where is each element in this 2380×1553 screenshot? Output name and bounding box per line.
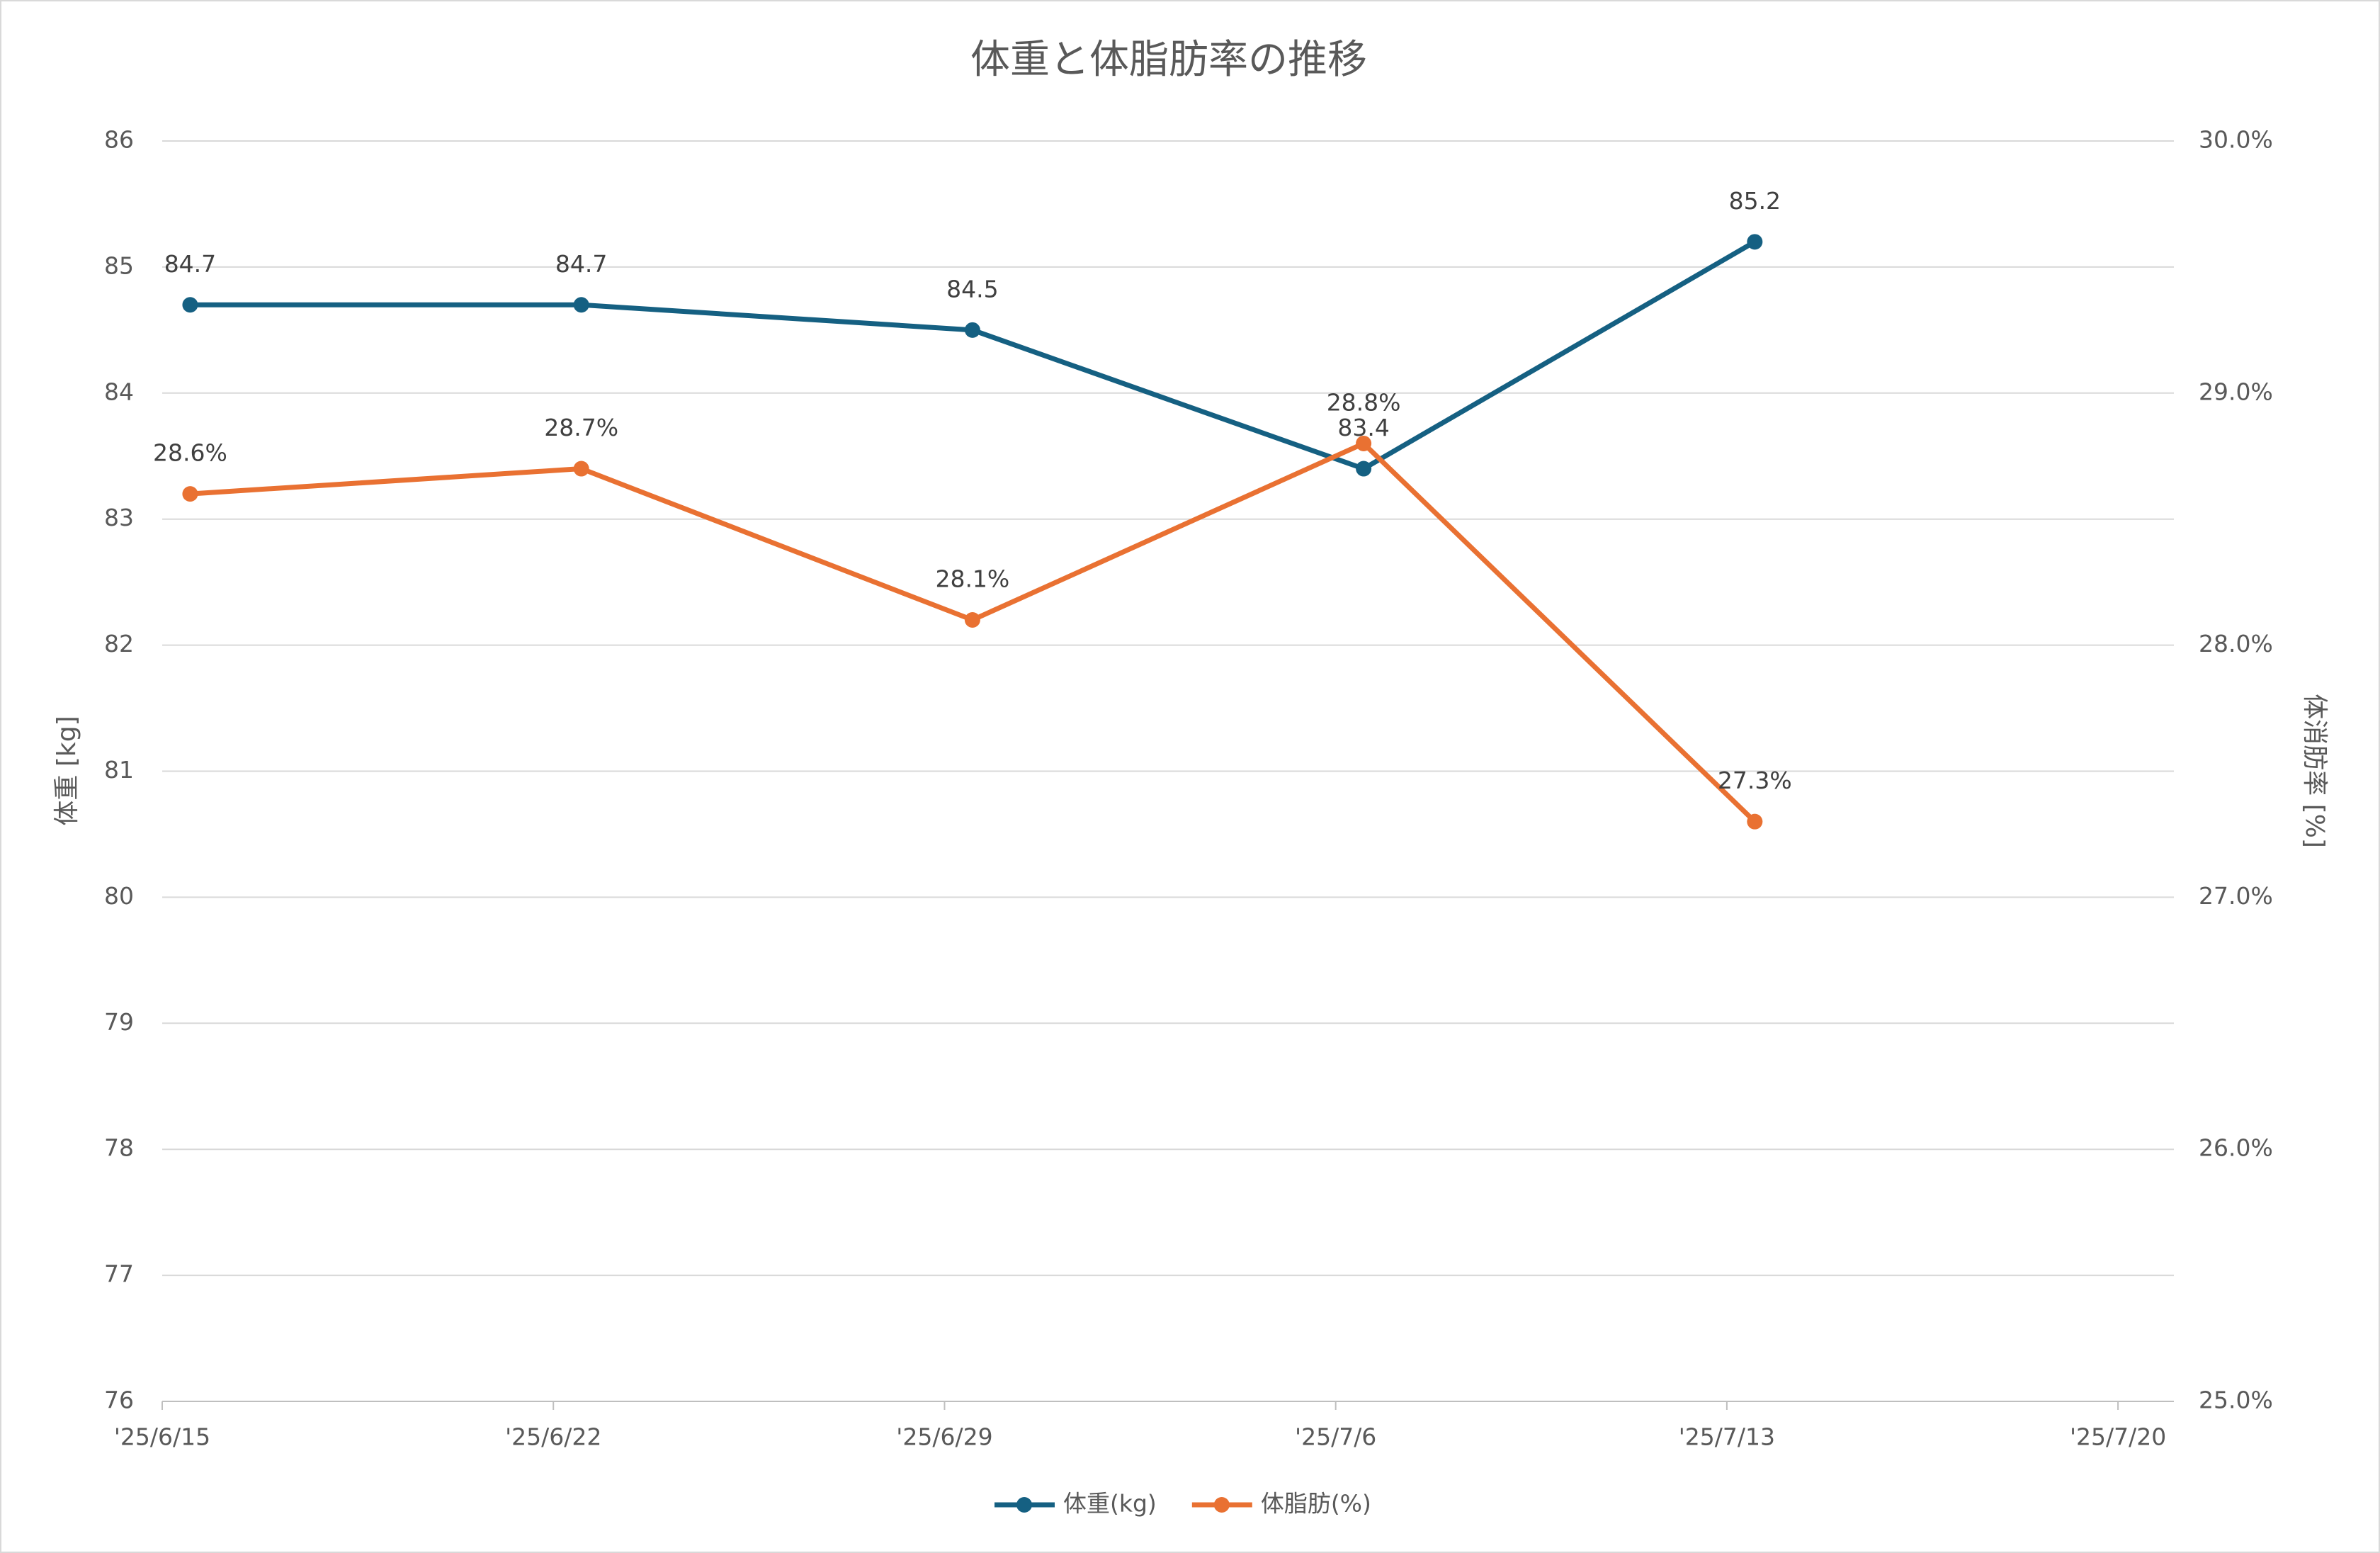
y-tick-label: 81 <box>104 756 134 784</box>
x-tick-label: '25/6/29 <box>896 1423 992 1451</box>
legend-marker <box>1213 1497 1230 1513</box>
x-tick-label: '25/6/22 <box>505 1423 601 1451</box>
data-label: 85.2 <box>1729 187 1781 215</box>
legend-label: 体重(kg) <box>1063 1490 1157 1518</box>
chart-title: 体重と体脂肪率の推移 <box>970 37 1367 83</box>
y-tick-label: 83 <box>104 504 134 531</box>
x-tick-label: '25/6/15 <box>114 1423 210 1451</box>
y-axis-title: 体重 [kg] <box>52 716 81 825</box>
y2-tick-label: 25.0% <box>2199 1387 2273 1414</box>
data-point <box>1747 234 1763 250</box>
data-point <box>964 322 980 338</box>
y2-tick-label: 26.0% <box>2199 1134 2273 1162</box>
data-label: 28.1% <box>935 565 1009 593</box>
y-tick-label: 85 <box>104 252 134 279</box>
data-point <box>182 297 198 313</box>
y2-tick-label: 27.0% <box>2199 882 2273 910</box>
x-tick-label: '25/7/13 <box>1679 1423 1775 1451</box>
y-tick-label: 77 <box>104 1260 134 1288</box>
y-tick-label: 82 <box>104 630 134 657</box>
data-label: 84.5 <box>946 275 998 303</box>
data-point <box>1356 461 1372 477</box>
y-tick-label: 78 <box>104 1134 134 1162</box>
data-point <box>573 297 589 313</box>
x-tick-label: '25/7/20 <box>2070 1423 2166 1451</box>
data-label: 84.7 <box>555 250 607 278</box>
data-label: 28.8% <box>1327 388 1401 416</box>
y-tick-label: 79 <box>104 1008 134 1036</box>
y-tick-label: 84 <box>104 378 134 405</box>
y2-tick-label: 29.0% <box>2199 378 2273 405</box>
y2-tick-label: 30.0% <box>2199 126 2273 154</box>
data-label: 28.6% <box>153 439 227 467</box>
data-point <box>1356 435 1372 451</box>
data-label: 84.7 <box>164 250 216 278</box>
data-point <box>182 486 198 502</box>
data-point <box>1747 813 1763 830</box>
x-tick-label: '25/7/6 <box>1295 1423 1376 1451</box>
y-tick-label: 86 <box>104 126 134 154</box>
data-label: 28.7% <box>544 414 618 441</box>
data-point <box>964 612 980 628</box>
legend-marker <box>1016 1497 1032 1513</box>
y-tick-label: 76 <box>104 1387 134 1414</box>
y-tick-label: 80 <box>104 882 134 910</box>
data-point <box>573 461 589 477</box>
y2-axis-title: 体消肪率 [%] <box>2300 694 2329 848</box>
y2-tick-label: 28.0% <box>2199 630 2273 657</box>
legend-label: 体脂肪(%) <box>1261 1490 1371 1518</box>
data-label: 27.3% <box>1718 767 1792 794</box>
